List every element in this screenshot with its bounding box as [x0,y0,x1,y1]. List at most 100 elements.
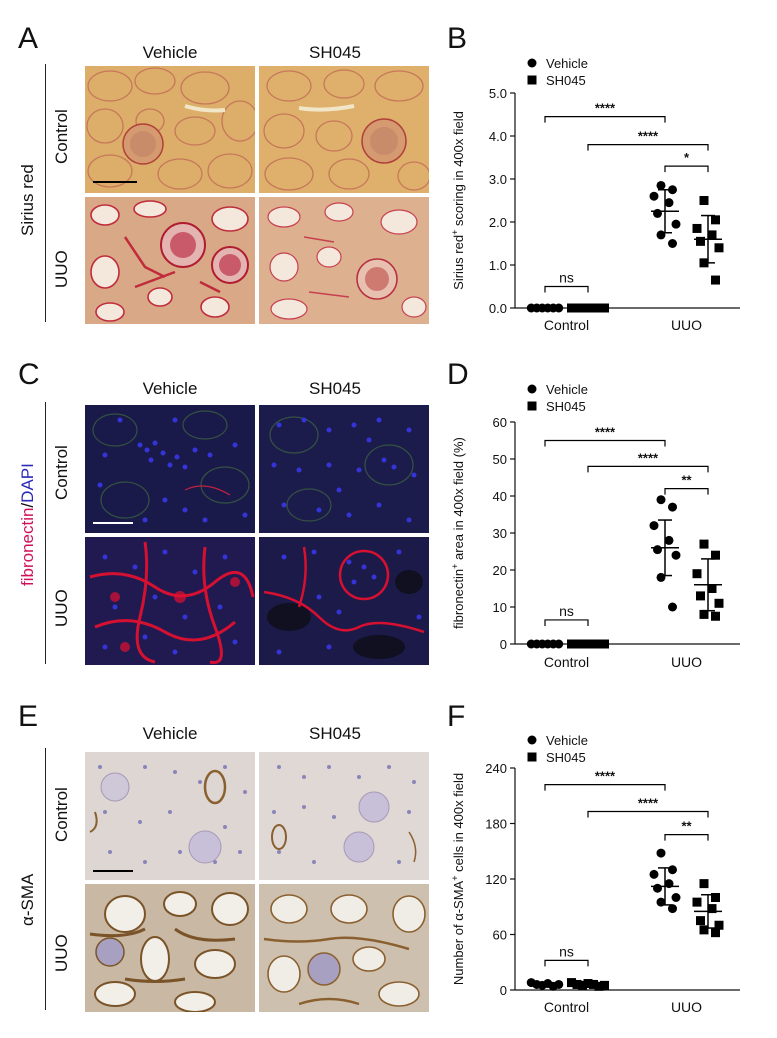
micrograph-sirius-sh045-uuo [259,197,429,324]
significance-label: **** [595,425,616,440]
micrograph-fibronectin-sh045-control [259,405,429,533]
micrograph-asma-vehicle-control [85,752,255,880]
significance-bracket [587,465,709,473]
data-point [567,978,576,988]
legend-marker-square [527,752,537,762]
column-header-vehicle: Vehicle [142,379,198,398]
category-label: UUO [671,654,702,670]
micrograph-asma-vehicle-uuo [85,884,255,1012]
chart-panel-f: 0 60 120 180 240 Number of α-SMA+ cells in 40… [450,733,740,1015]
data-point [699,925,709,935]
stain-divider [45,64,46,322]
panel-label-e: E [18,700,39,733]
data-point [668,239,677,248]
significance-label: ns [559,943,574,959]
data-point [692,897,702,907]
y-tick-label: 60 [493,415,507,430]
significance-label: ** [681,819,692,834]
data-point [668,602,677,612]
data-point [671,219,681,229]
data-point [711,215,720,225]
significance-label: **** [638,450,659,465]
legend-label: Vehicle [546,382,588,397]
y-axis-label: Sirius red+ scoring in 400x field [450,111,466,290]
y-axis-label-text: Number of α-SMA [451,880,466,985]
category-label: UUO [671,999,702,1015]
data-point [696,236,705,246]
column-header-sh045: SH045 [309,379,361,398]
y-tick-label: 3.0 [489,172,507,187]
data-point [649,521,659,531]
data-point [594,981,604,991]
y-axis-label-superscript: + [450,230,460,235]
data-point [707,904,717,914]
y-axis-label-superscript: + [450,876,460,881]
stain-divider [45,748,46,1010]
legend-marker-square [527,75,537,85]
legend-label: SH045 [546,73,586,88]
chart-panel-d: 0 10 20 30 40 50 60 fibronectin+ area in 400x f… [450,382,740,670]
significance-bracket [544,619,589,626]
data-point [668,865,677,875]
data-point [714,598,724,608]
y-axis-label-text: Sirius red [451,235,466,290]
category-label: Control [544,317,589,333]
y-tick-label: 10 [493,600,507,615]
data-point [664,198,674,208]
y-axis-label-text: scoring in 400x field [451,111,466,230]
legend-marker-circle [527,735,537,745]
y-tick-label: 180 [485,817,507,832]
data-point [600,639,609,649]
data-point [711,550,720,560]
data-point [711,928,720,938]
data-point [668,502,677,512]
significance-bracket [544,285,589,293]
chart-panel-b: 0.0 1.0 2.0 3.0 4.0 5.0 Sirius red+ scoring in… [450,56,740,333]
data-point [567,639,576,649]
panel-label-f: F [447,700,466,733]
data-point [649,191,659,201]
micrograph-asma-sh045-control [259,752,429,880]
panel-label-a: A [18,22,39,55]
significance-label: * [684,150,690,165]
y-axis-label: fibronectin+ area in 400x field (%) [450,437,466,629]
micrograph-sirius-sh045-control [259,66,429,193]
significance-bracket [544,439,666,447]
micrograph-sirius-vehicle-uuo [85,197,255,324]
significance-bracket [587,810,709,818]
data-point [707,230,717,240]
data-point [656,572,666,582]
y-axis-label-text: cells in 400x field [451,773,466,876]
y-tick-label: 60 [493,928,507,943]
category-label: UUO [671,317,702,333]
y-tick-label: 0 [500,983,507,998]
data-point [578,980,587,990]
data-point [671,893,681,902]
column-header-vehicle: Vehicle [142,724,198,743]
scale-bar [93,181,137,183]
legend-marker-square [527,401,537,411]
y-tick-label: 0 [500,637,507,652]
data-point [671,550,681,560]
data-point [711,893,720,902]
legend-label: SH045 [546,750,586,765]
column-header-vehicle: Vehicle [142,43,198,62]
data-point [711,611,720,621]
data-point [656,495,666,505]
significance-label: ns [559,603,574,619]
significance-label: ** [681,473,692,488]
significance-label: **** [595,769,616,784]
scale-bar [93,870,133,872]
y-axis-label: Number of α-SMA+ cells in 400x field [450,773,466,985]
significance-bracket [664,488,709,495]
data-point [692,569,702,579]
micrograph-fibronectin-sh045-uuo [259,537,429,665]
data-point [707,584,717,593]
data-point [653,883,662,893]
legend-label: SH045 [546,399,586,414]
column-header-sh045: SH045 [309,724,361,743]
y-tick-label: 30 [493,526,507,541]
micrograph-asma-sh045-uuo [259,884,429,1012]
micrograph-sirius-vehicle-control [85,66,255,193]
